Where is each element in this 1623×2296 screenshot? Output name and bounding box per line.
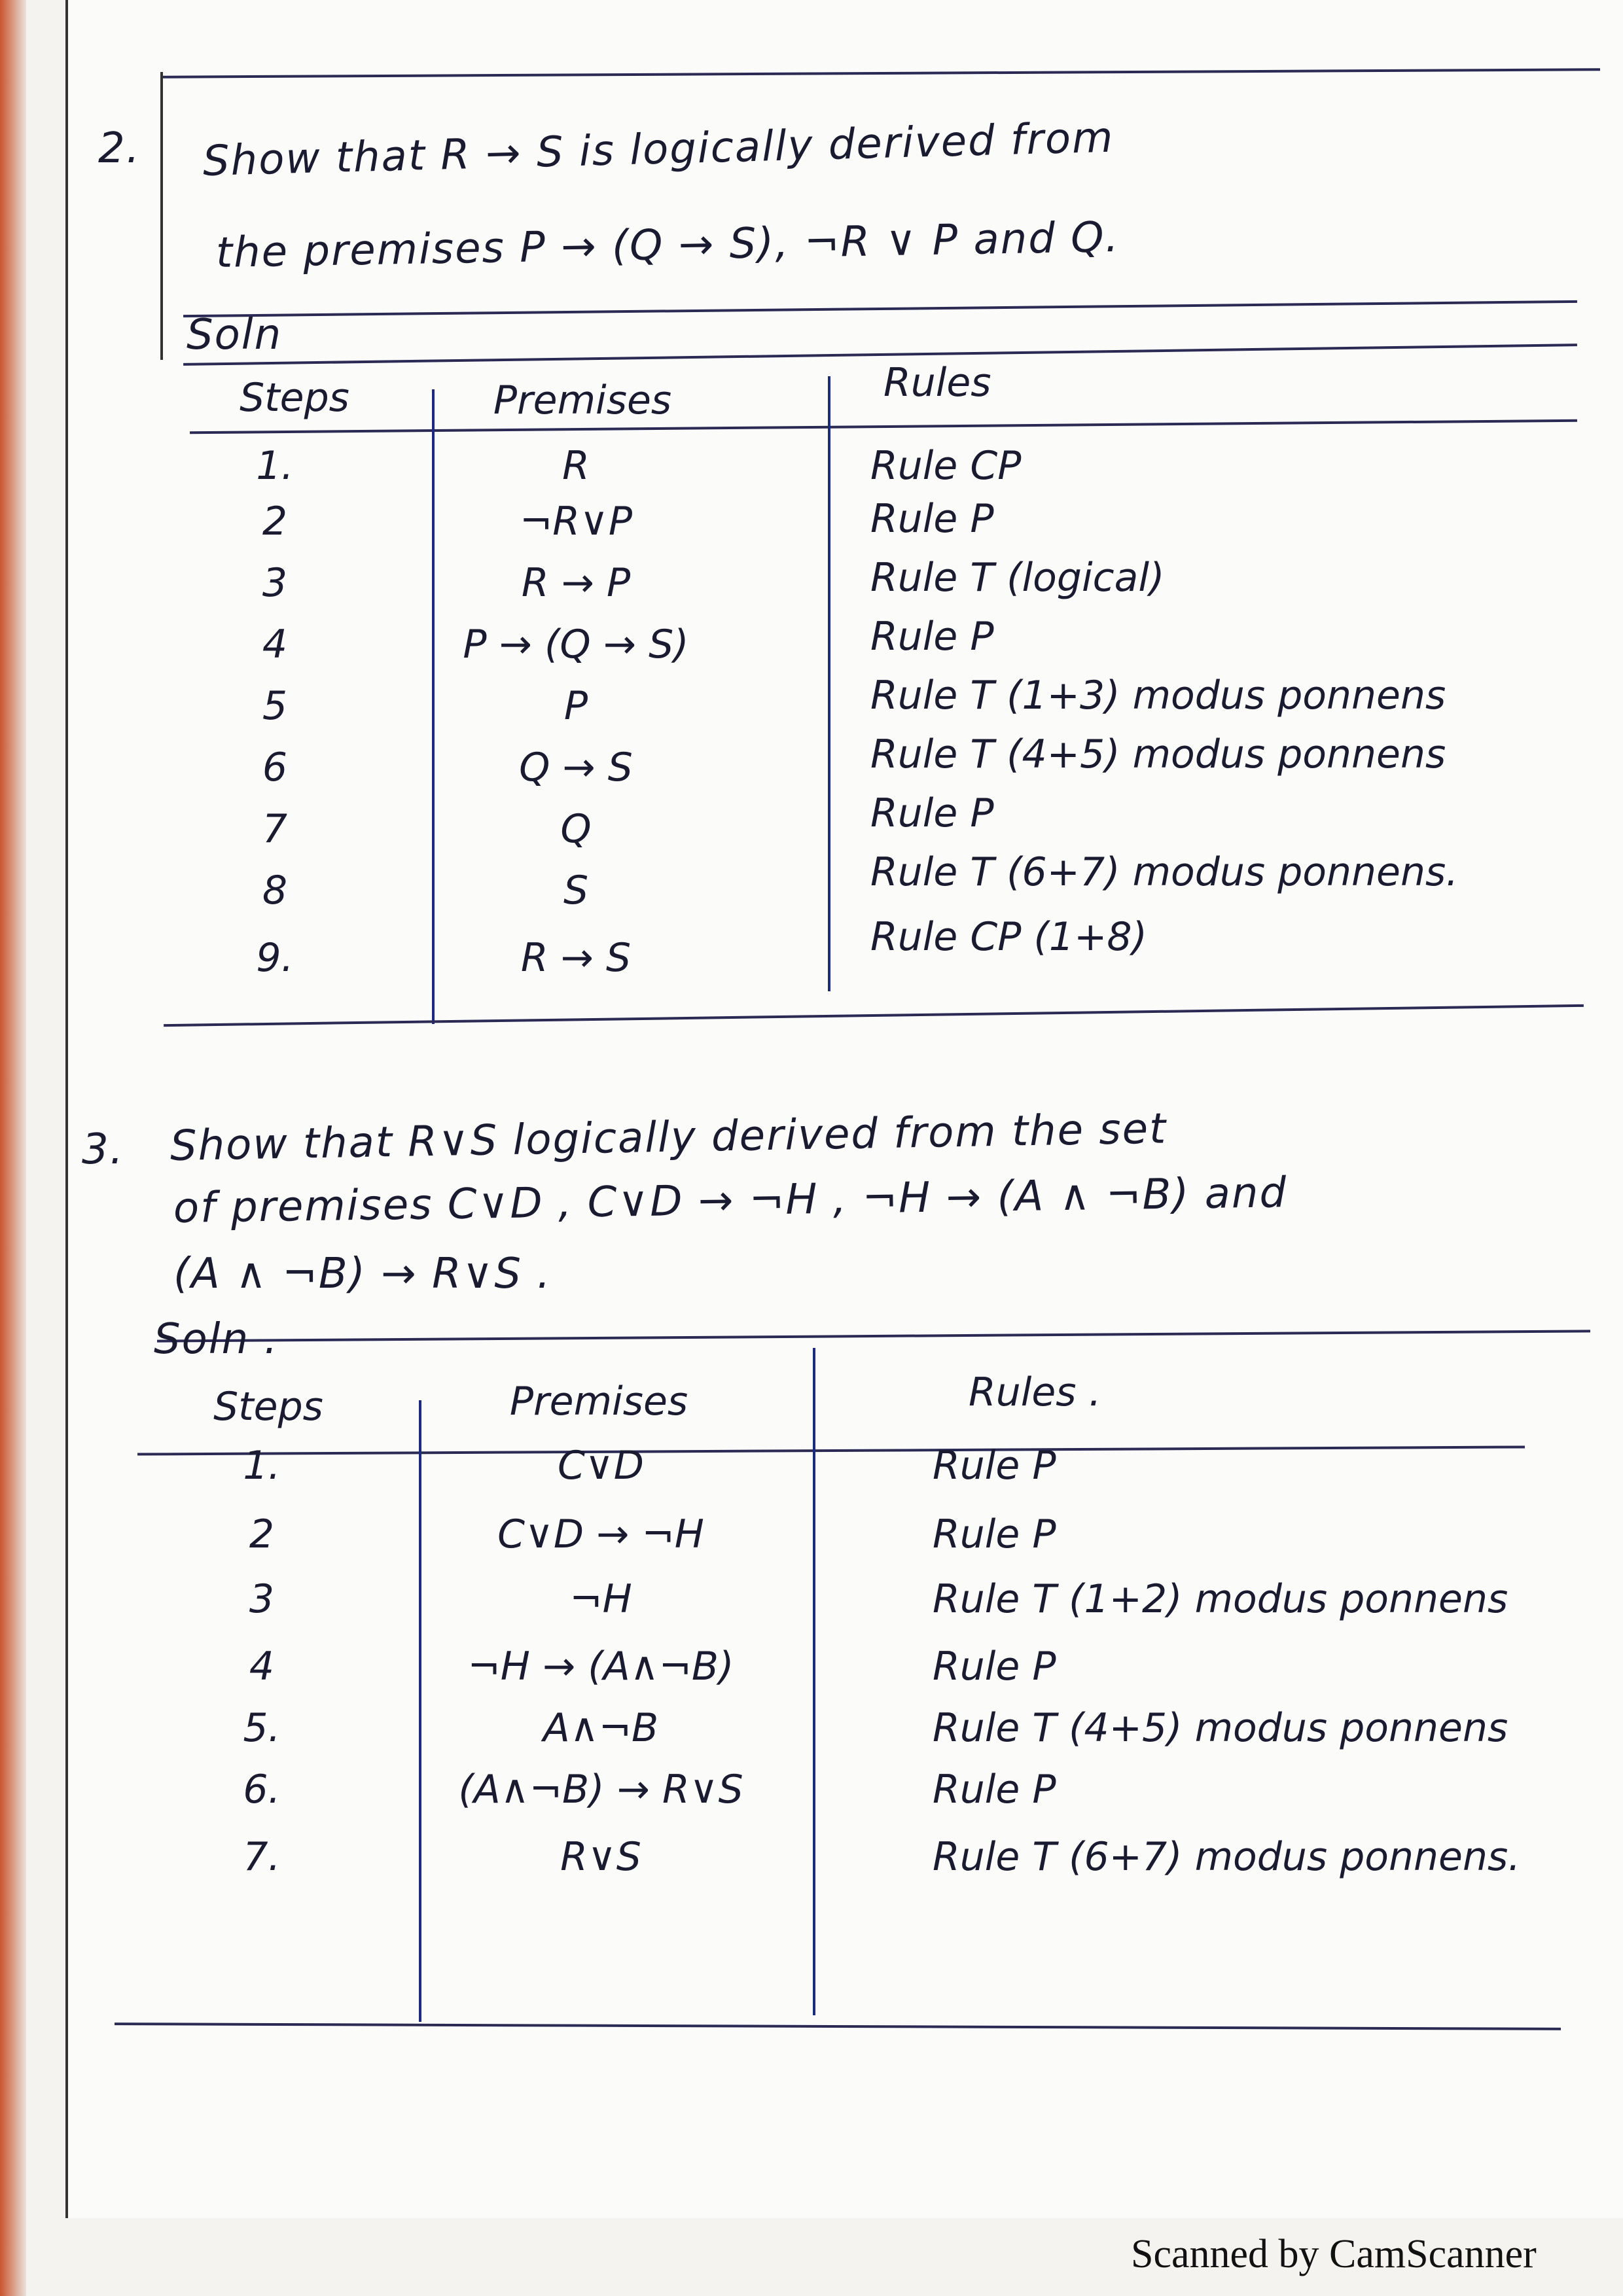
scanner-watermark: Scanned by CamScanner [1131, 2232, 1537, 2276]
q2-row-step: 2 [262, 499, 288, 544]
q2-row-premise: R [562, 443, 590, 489]
box-left-line [160, 72, 163, 360]
q3-row-rule: Rule P [933, 1644, 1056, 1689]
q3-row-step: 7. [243, 1834, 281, 1880]
q3-row-rule: Rule P [933, 1767, 1056, 1812]
q3-row-premise: R∨S [560, 1834, 641, 1880]
q2-row-step: 1. [256, 443, 294, 489]
q2-header-rules: Rules [883, 360, 991, 406]
margin-line [65, 0, 68, 2218]
q3-row-rule: Rule P [933, 1443, 1056, 1489]
q2-row-rule: Rule CP (1+8) [870, 914, 1147, 960]
q2-row-premise: S [563, 868, 589, 913]
q2-row-step: 4 [262, 622, 288, 667]
q2-row-premise: ¬R∨P [519, 499, 633, 544]
q3-soln-label: Soln . [154, 1315, 279, 1364]
notebook-page [65, 0, 1623, 2218]
q2-row-step: 8 [262, 868, 288, 913]
q2-row-premise: P [563, 683, 588, 729]
q3-row-rule: Rule T (6+7) modus ponnens. [933, 1834, 1521, 1880]
q3-row-premise: C∨D [557, 1443, 645, 1489]
q3-column-divider-2 [813, 1348, 815, 2015]
q3-row-step: 1. [243, 1443, 281, 1489]
q2-row-step: 5 [262, 683, 288, 729]
q3-row-premise: C∨D → ¬H [497, 1511, 704, 1557]
q3-row-premise: ¬H [569, 1576, 632, 1622]
q3-row-premise: ¬H → (A∧¬B) [467, 1644, 734, 1689]
q3-row-step: 2 [249, 1511, 275, 1557]
q3-number: 3. [82, 1125, 125, 1174]
q3-row-step: 5. [243, 1705, 281, 1751]
q2-row-rule: Rule T (4+5) modus ponnens [870, 732, 1446, 777]
q2-row-premise: P → (Q → S) [463, 622, 689, 667]
q2-row-rule: Rule T (logical) [870, 555, 1165, 601]
q2-row-step: 7 [262, 806, 288, 852]
q2-row-step: 3 [262, 560, 288, 606]
q3-row-rule: Rule P [933, 1511, 1056, 1557]
q2-row-rule: Rule T (1+3) modus ponnens [870, 673, 1446, 718]
q2-row-rule: Rule CP [870, 443, 1022, 489]
q3-row-step: 6. [243, 1767, 281, 1812]
q3-row-rule: Rule T (4+5) modus ponnens [933, 1705, 1508, 1751]
page-edge [0, 0, 26, 2296]
q3-row-step: 3 [249, 1576, 275, 1622]
q2-row-rule: Rule P [870, 790, 994, 836]
q2-column-divider-1 [432, 389, 435, 1024]
q2-row-step: 9. [256, 935, 294, 981]
q2-number: 2. [98, 124, 141, 173]
q2-row-premise: R → S [520, 935, 632, 981]
q3-row-step: 4 [249, 1644, 275, 1689]
q3-header-steps: Steps [213, 1384, 323, 1430]
q3-row-premise: A∧¬B [543, 1705, 659, 1751]
q2-row-step: 6 [262, 745, 288, 790]
q2-header-steps: Steps [240, 375, 349, 421]
q3-column-divider-1 [419, 1400, 421, 2022]
q3-statement-line3: (A ∧ ¬B) → R∨S . [173, 1250, 552, 1298]
q2-row-rule: Rule P [870, 496, 994, 542]
q2-row-rule: Rule P [870, 614, 994, 660]
q2-row-premise: R → P [521, 560, 631, 606]
q2-header-premises: Premises [493, 378, 672, 423]
q3-row-rule: Rule T (1+2) modus ponnens [933, 1576, 1508, 1622]
q2-column-divider-2 [828, 376, 830, 991]
q3-header-rules: Rules . [969, 1369, 1101, 1415]
q2-row-premise: Q → S [519, 745, 633, 790]
q2-soln-label: Soln [187, 311, 283, 359]
q2-row-premise: Q [560, 806, 592, 852]
q2-row-rule: Rule T (6+7) modus ponnens. [870, 849, 1459, 895]
q3-header-premises: Premises [509, 1379, 688, 1424]
q3-row-premise: (A∧¬B) → R∨S [458, 1767, 743, 1812]
